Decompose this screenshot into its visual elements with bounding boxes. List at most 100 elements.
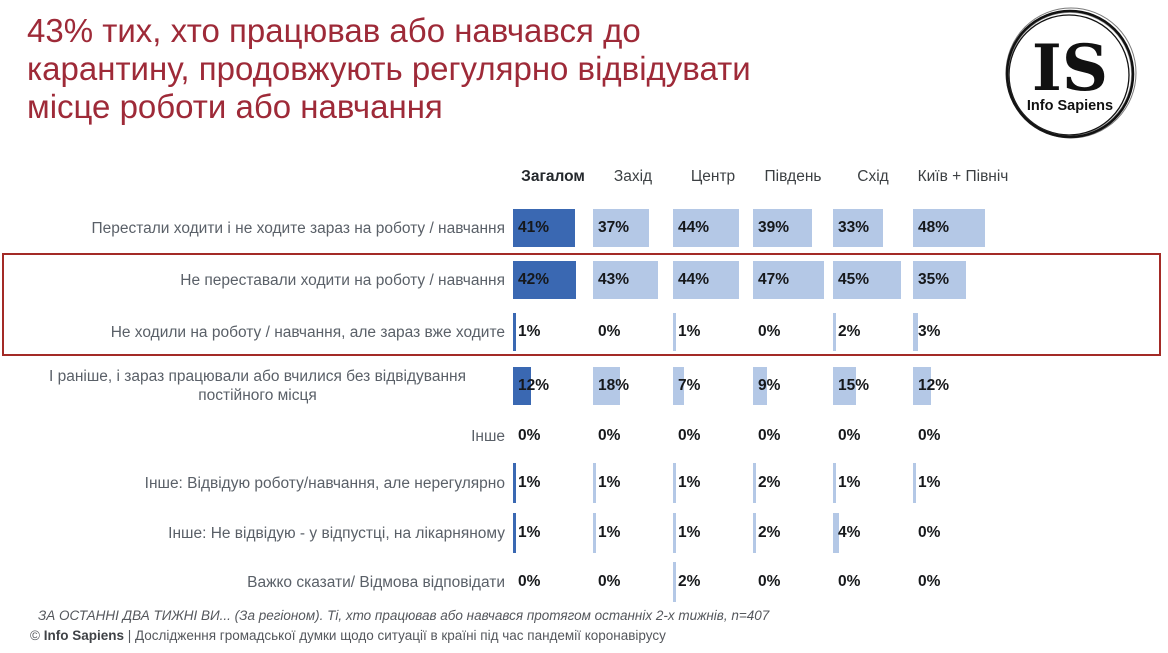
value-cell: 1% <box>593 508 673 558</box>
value-cell: 1% <box>593 458 673 508</box>
slide-footer: ЗА ОСТАННІ ДВА ТИЖНІ ВИ... (За регіоном)… <box>30 606 769 646</box>
value-cell: 4% <box>833 508 913 558</box>
region-bar <box>593 261 658 299</box>
region-bar <box>833 367 856 405</box>
value-label: 35% <box>918 271 950 288</box>
region-bar <box>593 463 596 503</box>
value-cell: 2% <box>673 558 753 606</box>
value-label: 4% <box>838 524 861 541</box>
value-cell: 37% <box>593 202 673 254</box>
value-cell: 0% <box>593 558 673 606</box>
region-bar <box>913 367 931 405</box>
value-label: 1% <box>678 524 701 541</box>
value-label: 47% <box>758 271 790 288</box>
value-cell: 12% <box>913 358 1168 414</box>
value-cell: 1% <box>513 508 593 558</box>
value-cell: 44% <box>673 202 753 254</box>
row-label: Важко сказати/ Відмова відповідати <box>247 573 505 591</box>
value-label: 1% <box>518 524 541 541</box>
value-cell: 39% <box>753 202 833 254</box>
value-label: 1% <box>838 474 861 491</box>
value-label: 3% <box>918 323 941 340</box>
column-header-tsentr: Центр <box>690 168 736 185</box>
column-header-kyiv-pivnich: Київ + Північ <box>917 168 1009 185</box>
value-cell: 0% <box>593 414 673 458</box>
value-label: 42% <box>518 271 550 288</box>
value-label: 12% <box>518 377 550 394</box>
copyright-symbol: © <box>30 628 44 643</box>
value-cell: 0% <box>913 558 1168 606</box>
value-cell: 47% <box>753 254 833 306</box>
region-bar <box>833 313 836 351</box>
value-label: 1% <box>518 323 541 340</box>
value-label: 0% <box>918 573 941 590</box>
region-bar <box>913 463 916 503</box>
value-label: 1% <box>918 474 941 491</box>
value-label: 37% <box>598 219 630 236</box>
value-label: 2% <box>678 573 701 590</box>
value-cell: 7% <box>673 358 753 414</box>
value-cell: 2% <box>753 458 833 508</box>
value-label: 0% <box>838 573 861 590</box>
value-label: 9% <box>758 377 781 394</box>
value-label: 0% <box>598 323 621 340</box>
value-cell: 0% <box>913 414 1168 458</box>
table-row: Не ходили на роботу / навчання, але зара… <box>0 306 1168 358</box>
value-label: 0% <box>518 573 541 590</box>
value-label: 18% <box>598 377 630 394</box>
region-bar <box>753 463 756 503</box>
value-label: 0% <box>598 573 621 590</box>
total-bar <box>513 513 516 553</box>
value-cell: 0% <box>753 558 833 606</box>
total-bar <box>513 209 575 247</box>
region-bar <box>913 209 985 247</box>
value-label: 33% <box>838 219 870 236</box>
row-label: Не ходили на роботу / навчання, але зара… <box>110 323 505 341</box>
value-label: 1% <box>678 323 701 340</box>
value-cell: 2% <box>753 508 833 558</box>
value-cell: 18% <box>593 358 673 414</box>
value-label: 1% <box>518 474 541 491</box>
value-label: 0% <box>758 427 781 444</box>
region-bar <box>753 209 812 247</box>
logo-circle-icon: IS Info Sapiens <box>1005 7 1137 139</box>
value-label: 45% <box>838 271 870 288</box>
value-label: 1% <box>678 474 701 491</box>
total-bar <box>513 313 516 351</box>
logo-monogram: IS <box>1032 31 1108 106</box>
footer-copyright: © Info Sapiens | Дослідження громадської… <box>30 626 769 646</box>
region-bar <box>673 313 676 351</box>
table-row: І раніше, і зараз працювали або вчилися … <box>0 358 1168 414</box>
value-label: 39% <box>758 219 790 236</box>
value-cell: 0% <box>513 414 593 458</box>
value-cell: 43% <box>593 254 673 306</box>
regional-bar-table: Загалом Захід Центр Південь Схід Київ + … <box>0 152 1168 606</box>
region-bar <box>673 367 684 405</box>
region-bar <box>673 463 676 503</box>
value-cell: 42% <box>513 254 593 306</box>
region-bar <box>833 513 839 553</box>
value-cell: 0% <box>833 414 913 458</box>
total-bar <box>513 261 576 299</box>
value-label: 0% <box>678 427 701 444</box>
total-bar <box>513 367 531 405</box>
info-sapiens-logo: IS Info Sapiens <box>1000 4 1140 144</box>
value-cell: 0% <box>753 414 833 458</box>
value-label: 0% <box>758 573 781 590</box>
value-cell: 41% <box>513 202 593 254</box>
value-cell: 1% <box>833 458 913 508</box>
region-bar <box>753 261 824 299</box>
column-header-zagalom: Загалом <box>521 168 585 185</box>
value-label: 1% <box>598 474 621 491</box>
value-cell: 44% <box>673 254 753 306</box>
value-label: 2% <box>758 524 781 541</box>
value-label: 41% <box>518 219 550 236</box>
region-bar <box>673 562 676 602</box>
value-label: 2% <box>838 323 861 340</box>
value-cell: 1% <box>513 306 593 358</box>
value-cell: 0% <box>913 508 1168 558</box>
region-bar <box>593 513 596 553</box>
value-label: 0% <box>758 323 781 340</box>
row-label: Інше: Відвідую роботу/навчання, але нере… <box>144 474 505 492</box>
